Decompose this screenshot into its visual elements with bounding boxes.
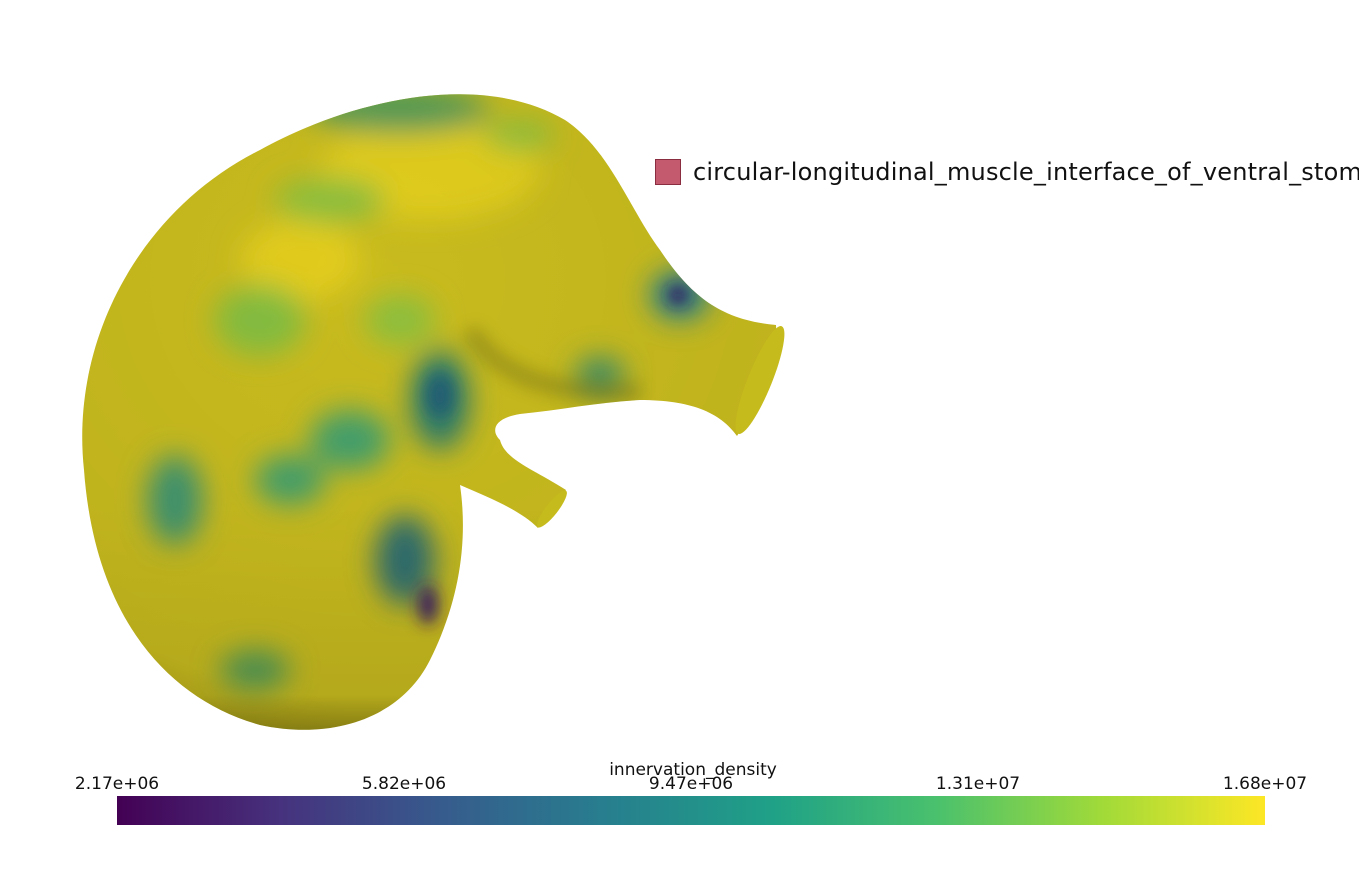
colorbar-tick-max: 1.68e+07 — [1222, 774, 1308, 794]
legend: circular-longitudinal_muscle_interface_o… — [655, 156, 1359, 188]
colorbar-tick-2: 5.82e+06 — [361, 774, 447, 794]
colorbar-tick-4: 1.31e+07 — [935, 774, 1021, 794]
colorbar-tick-3: 9.47e+06 — [648, 774, 734, 794]
colorbar — [117, 796, 1265, 825]
legend-swatch — [655, 159, 681, 185]
pylorus-opening — [735, 326, 785, 434]
legend-label: circular-longitudinal_muscle_interface_o… — [693, 158, 1359, 186]
esophagus-opening — [537, 490, 567, 528]
colorbar-title: innervation_density — [609, 760, 777, 780]
colorbar-tick-min: 2.17e+06 — [74, 774, 160, 794]
